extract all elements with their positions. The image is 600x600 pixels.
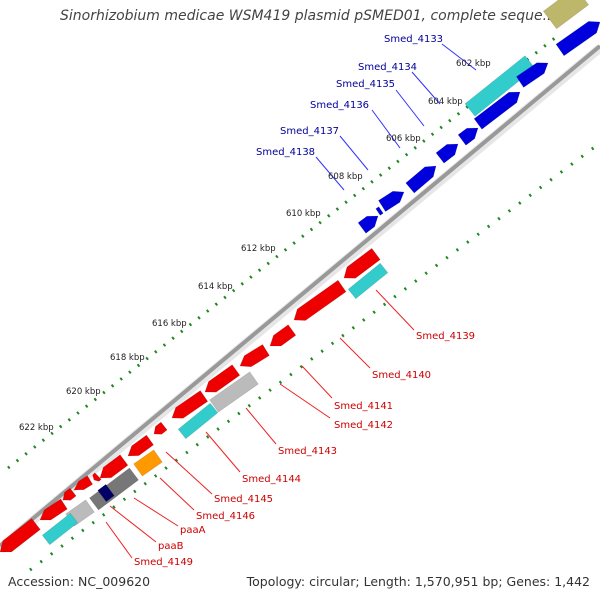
feature-block-21 [153, 421, 168, 435]
feature-block-20 [177, 402, 219, 440]
feature-block-17 [204, 364, 241, 393]
leader-line-reverse [159, 477, 195, 511]
gene-label-reverse: Smed_4140 [372, 370, 431, 381]
tick-label: 608 kbp [328, 172, 363, 182]
leader-line-reverse [245, 407, 277, 445]
leader-line-forward [371, 109, 401, 149]
tick-label: 612 kbp [241, 244, 276, 254]
tick-label: 614 kbp [198, 282, 233, 292]
gene-label-reverse: Smed_4144 [242, 474, 301, 485]
feature-block-28 [89, 467, 139, 511]
leader-line-reverse [109, 505, 157, 543]
feature-block-13 [343, 247, 381, 279]
gene-label-reverse: Smed_4141 [334, 401, 393, 412]
map-title: Sinorhizobium medicae WSM419 plasmid pSM… [60, 8, 556, 24]
gene-label-forward: Smed_4133 [384, 34, 443, 45]
gene-label-reverse: Smed_4139 [416, 331, 475, 342]
tick-label: 622 kbp [19, 423, 54, 433]
accession-text: Accession: NC_009620 [8, 574, 151, 589]
feature-block-31 [39, 498, 68, 521]
feature-block-10 [357, 215, 379, 234]
feature-block-2 [555, 21, 600, 57]
feature-block-18 [209, 371, 259, 413]
feature-block-27 [133, 449, 163, 477]
gene-label-reverse: paaA [180, 525, 206, 536]
gene-label-reverse: Smed_4146 [196, 511, 255, 522]
feature-block-15 [269, 324, 297, 347]
gene-label-reverse: Smed_4143 [278, 446, 337, 457]
feature-block-14 [293, 279, 347, 321]
gene-label-reverse: Smed_4145 [214, 494, 273, 505]
tick-label: 620 kbp [66, 387, 101, 397]
tick-label: 604 kbp [428, 97, 463, 107]
leader-line-forward [411, 71, 441, 105]
gene-label-forward: Smed_4138 [256, 147, 315, 158]
feature-block-6 [457, 127, 479, 146]
leader-line-forward [441, 43, 477, 71]
inner-tick-track [29, 141, 600, 572]
feature-block-32 [41, 512, 79, 546]
feature-block-8 [405, 165, 437, 194]
feature-block-24 [92, 472, 102, 482]
feature-block-1 [542, 0, 590, 30]
feature-block-11 [375, 206, 384, 216]
track-lines [0, 32, 600, 572]
leader-line-forward [315, 156, 345, 191]
leader-line-reverse [105, 521, 133, 559]
leader-line-reverse [301, 365, 333, 399]
leader-line-forward [395, 89, 425, 127]
leader-line-reverse [339, 337, 371, 369]
tick-label: 610 kbp [286, 209, 321, 219]
gene-label-reverse: Smed_4149 [134, 557, 193, 568]
genome-stats: Topology: circular; Length: 1,570,951 bp… [246, 574, 590, 589]
labels: 602 kbp 604 kbp 606 kbp 608 kbp 610 kbp 612 k… [19, 34, 491, 568]
feature-block-30 [97, 483, 115, 503]
tick-label: 606 kbp [386, 134, 421, 144]
feature-block-12 [347, 262, 389, 300]
feature-block-7 [435, 143, 459, 164]
leader-line-reverse [279, 383, 331, 419]
feature-block-19 [171, 390, 209, 419]
label-leaders [105, 43, 477, 559]
gene-label-forward: Smed_4137 [280, 126, 339, 137]
leader-line-reverse [375, 289, 415, 331]
gene-label-forward: Smed_4136 [310, 100, 369, 111]
features [0, 0, 600, 553]
gene-label-forward: Smed_4135 [336, 79, 395, 90]
feature-block-26 [62, 487, 77, 501]
leader-line-reverse [133, 497, 179, 527]
leader-line-reverse [205, 431, 241, 473]
feature-block-22 [127, 434, 154, 457]
feature-block-25 [73, 475, 94, 491]
gene-label-forward: Smed_4134 [358, 62, 417, 73]
tick-label: 616 kbp [152, 319, 187, 329]
feature-block-9 [378, 190, 405, 212]
feature-block-3 [464, 55, 536, 117]
backbone [0, 44, 600, 548]
feature-block-4 [515, 62, 549, 88]
leader-line-forward [339, 135, 369, 171]
gene-label-reverse: paaB [158, 541, 184, 552]
feature-block-5 [473, 91, 521, 130]
leader-line-reverse [165, 451, 213, 495]
feature-block-16 [239, 344, 270, 368]
feature-block-33 [0, 518, 41, 553]
tick-label: 602 kbp [456, 59, 491, 69]
gene-label-reverse: Smed_4142 [334, 420, 393, 431]
feature-block-23 [99, 454, 129, 479]
tick-label: 618 kbp [110, 353, 145, 363]
